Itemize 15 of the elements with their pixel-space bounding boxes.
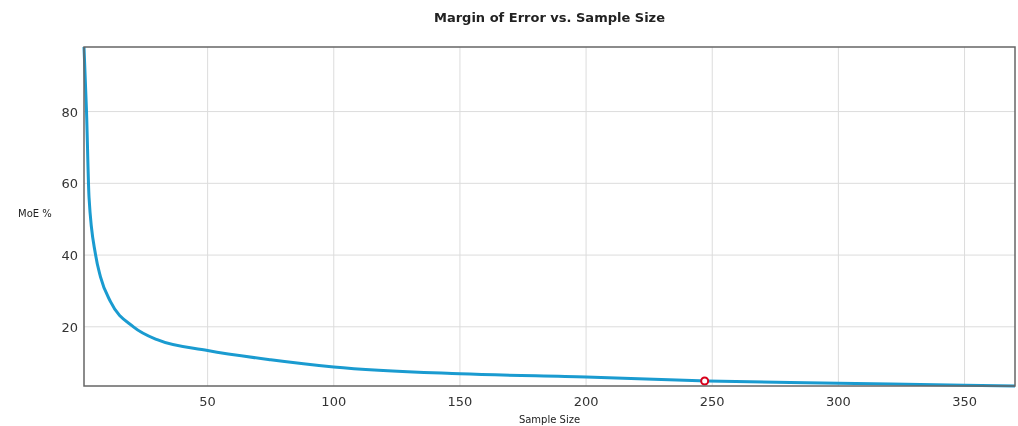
x-tick-label: 350 [952, 394, 977, 409]
x-tick-label: 150 [447, 394, 473, 409]
y-axis-title: MoE % [18, 207, 52, 219]
y-tick-label: 80 [61, 104, 78, 120]
x-tick-label: 200 [573, 394, 599, 409]
x-tick-label: 250 [699, 394, 725, 409]
line-series [82, 45, 1017, 388]
chart-title: Margin of Error vs. Sample Size [433, 10, 666, 25]
x-axis-title: Sample Size [518, 414, 581, 425]
y-tick-label: 40 [61, 248, 78, 264]
y-tick-label: 60 [61, 176, 78, 192]
x-tick-label: 300 [825, 394, 851, 409]
x-tick-label: 100 [321, 394, 347, 409]
y-tick-label: 20 [61, 319, 78, 335]
x-tick-label: 50 [199, 394, 216, 409]
